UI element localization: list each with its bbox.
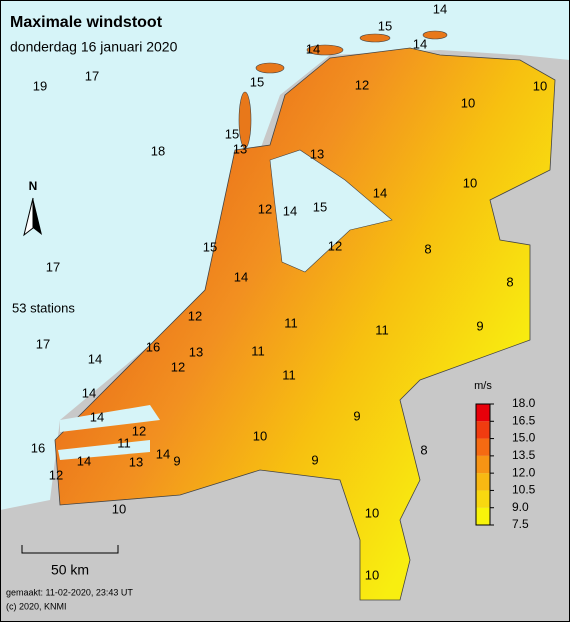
station-value: 15: [378, 18, 392, 33]
station-value: 9: [311, 452, 318, 467]
station-value: 12: [171, 359, 185, 374]
station-value: 14: [283, 203, 297, 218]
station-value: 14: [433, 1, 447, 16]
station-value: 9: [476, 318, 483, 333]
station-value: 16: [146, 339, 160, 354]
station-value: 10: [365, 567, 379, 582]
station-value: 13: [189, 344, 203, 359]
station-value: 11: [375, 322, 389, 337]
station-value: 17: [85, 68, 99, 83]
north-label: N: [29, 179, 38, 193]
station-value: 14: [413, 36, 427, 51]
station-value: 8: [424, 241, 431, 256]
zeeland-waters: [58, 405, 160, 460]
station-value: 15: [225, 126, 239, 141]
legend-frame: [475, 403, 491, 526]
legend-swatch: [476, 473, 490, 491]
station-value: 10: [112, 501, 126, 516]
island: [422, 30, 448, 40]
legend-swatch: [476, 404, 490, 422]
island: [238, 91, 252, 149]
legend-swatch: [476, 507, 490, 525]
legend-unit: m/s: [474, 380, 492, 392]
station-value: 11: [251, 343, 265, 358]
subtitle: donderdag 16 januari 2020: [10, 39, 178, 55]
legend-swatch: [476, 455, 490, 474]
ijsselmeer: [269, 149, 393, 273]
station-value: 12: [49, 467, 63, 482]
legend-label: 10.5: [512, 483, 536, 497]
station-value: 10: [253, 428, 267, 443]
footer: (c) 2020, KNMI: [6, 601, 67, 611]
legend-swatch: [476, 421, 490, 439]
legend-label: 16.5: [512, 413, 536, 427]
legend-swatch: [476, 490, 490, 508]
island: [359, 33, 391, 43]
scale-label: 50 km: [51, 562, 89, 578]
station-value: 14: [90, 409, 104, 424]
station-value: 17: [36, 336, 50, 351]
station-value: 11: [282, 367, 296, 382]
legend-swatch: [476, 438, 490, 456]
legend-label: 9.0: [512, 500, 529, 514]
north-arrow: [33, 198, 42, 235]
station-value: 13: [233, 141, 247, 156]
station-value: 19: [33, 78, 47, 93]
station-value: 11: [117, 435, 131, 450]
station-value: 16: [31, 440, 45, 455]
station-value: 9: [353, 408, 360, 423]
station-value: 12: [258, 201, 272, 216]
station-value: 17: [46, 259, 60, 274]
legend-label: 13.5: [512, 448, 536, 462]
legend-label: 15.0: [512, 431, 536, 445]
title: Maximale windstoot: [10, 14, 163, 31]
legend-label: 18.0: [512, 396, 536, 410]
station-value: 10: [533, 78, 547, 93]
station-value: 12: [355, 77, 369, 92]
station-value: 13: [129, 454, 143, 469]
station-count: 53 stations: [12, 300, 75, 315]
netherlands: [54, 47, 556, 601]
station-value: 10: [365, 505, 379, 520]
station-value: 8: [420, 442, 427, 457]
station-value: 12: [328, 238, 342, 253]
station-value: 14: [234, 269, 248, 284]
scale-bar: [21, 545, 119, 554]
station-value: 10: [463, 175, 477, 190]
station-value: 13: [310, 146, 324, 161]
station-value: 14: [156, 446, 170, 461]
station-value: 14: [306, 41, 320, 56]
station-value: 15: [313, 199, 327, 214]
island: [255, 62, 285, 74]
sea: [0, 0, 570, 510]
station-value: 14: [373, 185, 387, 200]
station-value: 12: [132, 423, 146, 438]
station-value: 8: [506, 274, 513, 289]
station-value: 14: [88, 351, 102, 366]
station-value: 15: [250, 74, 264, 89]
station-value: 14: [77, 453, 91, 468]
legend-label: 12.0: [512, 465, 536, 479]
station-value: 14: [82, 385, 96, 400]
station-value: 9: [173, 453, 180, 468]
station-value: 12: [188, 308, 202, 323]
station-value: 10: [461, 95, 475, 110]
station-value: 15: [203, 239, 217, 254]
footer: gemaakt: 11-02-2020, 23:43 UT: [6, 587, 133, 597]
island: [306, 44, 344, 56]
legend-label: 7.5: [512, 517, 529, 531]
station-value: 18: [151, 143, 165, 158]
station-value: 11: [284, 315, 298, 330]
